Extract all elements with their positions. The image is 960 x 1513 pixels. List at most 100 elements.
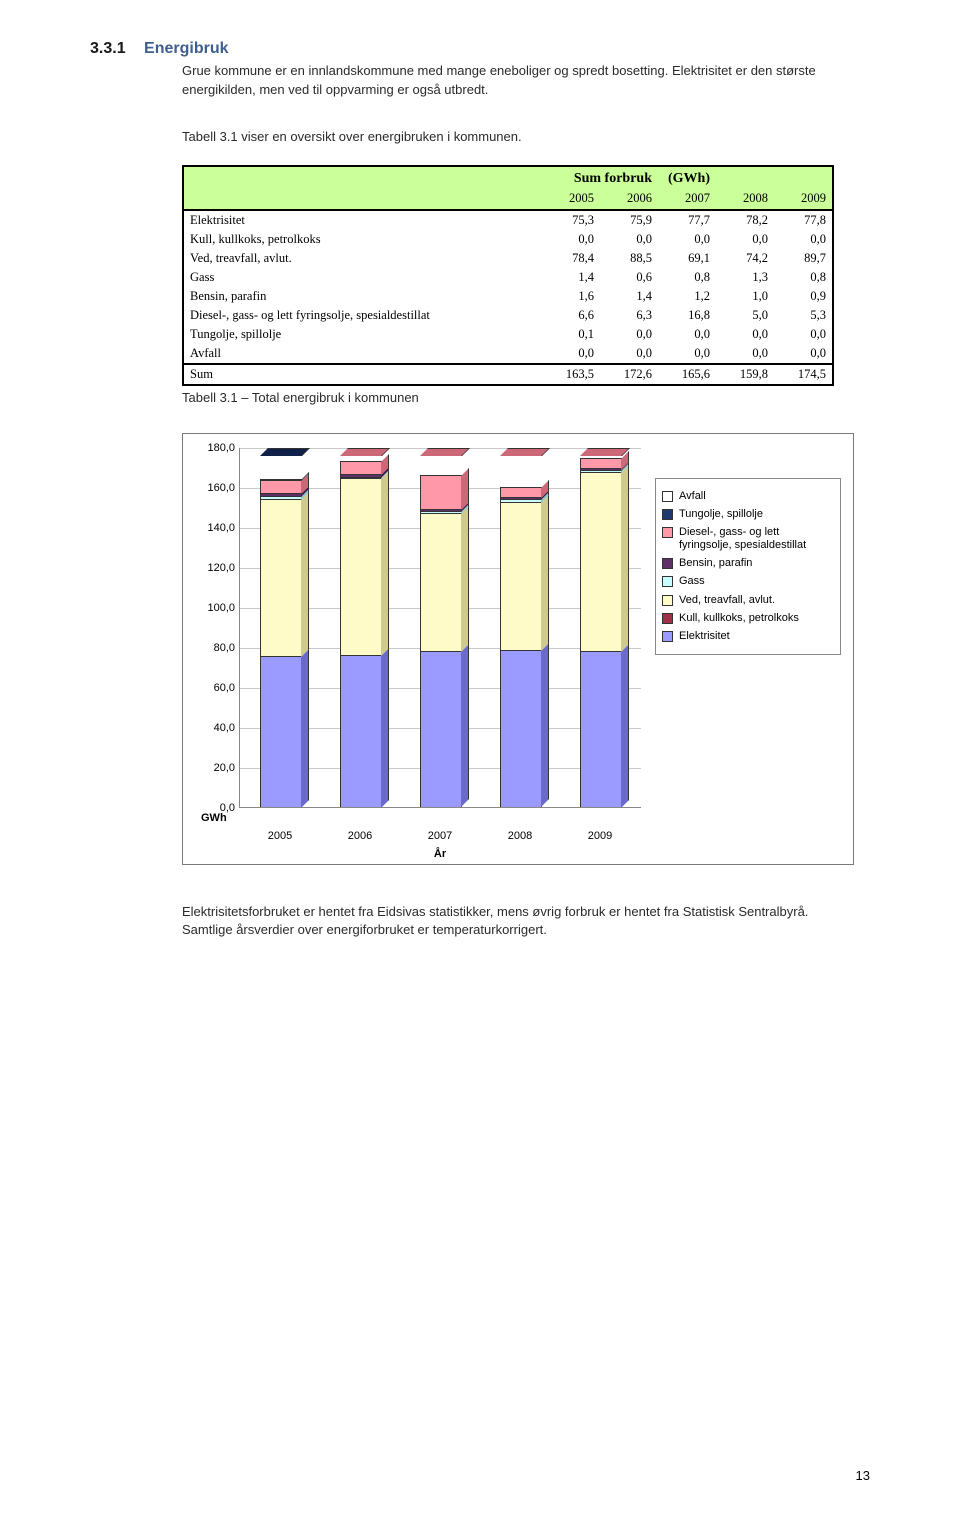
table-row: Ved, treavfall, avlut.78,488,569,174,289… <box>184 249 832 268</box>
chart-bar-segment <box>340 655 382 807</box>
cell-value: 0,8 <box>774 268 832 287</box>
chart-ytick: 80,0 <box>195 642 235 654</box>
cell-value: 1,6 <box>542 287 600 306</box>
cell-value: 0,0 <box>716 230 774 249</box>
table-row: Gass1,40,60,81,30,8 <box>184 268 832 287</box>
cell-value: 0,0 <box>542 230 600 249</box>
legend-item: Avfall <box>662 490 834 503</box>
legend-swatch <box>662 491 673 502</box>
chart-bar-segment <box>420 513 462 651</box>
table-title-row: Sum forbruk (GWh) <box>184 167 832 189</box>
cell-value: 69,1 <box>658 249 716 268</box>
chart-xlabel: 2006 <box>330 830 390 842</box>
chart-bar-top <box>260 448 310 456</box>
intro-paragraph-1: Grue kommune er en innlandskommune med m… <box>182 62 822 100</box>
chart-y-axis-label: GWh <box>201 812 227 824</box>
cell-value: 0,0 <box>774 230 832 249</box>
row-label: Kull, kullkoks, petrolkoks <box>184 230 542 249</box>
legend-swatch <box>662 527 673 538</box>
page-number: 13 <box>856 1468 870 1483</box>
table-title-left: Sum forbruk <box>542 167 658 189</box>
chart-bar-segment <box>420 475 462 509</box>
cell-value: 0,0 <box>600 230 658 249</box>
chart-bar-segment <box>340 461 382 474</box>
cell-value: 77,8 <box>774 210 832 230</box>
chart-bar-segment <box>500 499 542 502</box>
legend-item: Ved, treavfall, avlut. <box>662 594 834 607</box>
chart-bar-top <box>580 448 630 456</box>
legend-item: Gass <box>662 575 834 588</box>
year-col: 2007 <box>658 189 716 210</box>
chart-bar-segment <box>260 480 302 493</box>
cell-value: 0,0 <box>774 325 832 344</box>
cell-value: 5,0 <box>716 306 774 325</box>
cell-value: 1,3 <box>716 268 774 287</box>
legend-item: Diesel-, gass- og lett fyringsolje, spes… <box>662 526 834 552</box>
chart-bar-segment <box>260 496 302 499</box>
chart-bar-segment <box>260 493 302 496</box>
sum-value: 163,5 <box>542 364 600 384</box>
row-label: Bensin, parafin <box>184 287 542 306</box>
cell-value: 0,0 <box>600 344 658 364</box>
energy-table: Sum forbruk (GWh) 2005 2006 2007 2008 20… <box>182 165 834 386</box>
chart-bar-segment <box>580 458 622 469</box>
section-title: Energibruk <box>144 40 228 57</box>
legend-label: Ved, treavfall, avlut. <box>679 594 775 607</box>
chart-ytick: 20,0 <box>195 762 235 774</box>
year-col: 2005 <box>542 189 600 210</box>
chart-xlabel: 2007 <box>410 830 470 842</box>
chart-bar-segment <box>580 472 622 651</box>
chart-bar-top <box>500 448 550 456</box>
sum-value: 159,8 <box>716 364 774 384</box>
legend-item: Bensin, parafin <box>662 557 834 570</box>
cell-value: 1,4 <box>600 287 658 306</box>
chart-legend: Avfall Tungolje, spillolje Diesel-, gass- … <box>655 478 841 656</box>
chart-ytick: 160,0 <box>195 482 235 494</box>
cell-value: 0,8 <box>658 268 716 287</box>
legend-swatch <box>662 613 673 624</box>
year-col: 2006 <box>600 189 658 210</box>
legend-label: Tungolje, spillolje <box>679 508 763 521</box>
chart-bar-segment <box>500 487 542 497</box>
chart-bar-segment <box>420 509 462 511</box>
chart-ytick: 180,0 <box>195 442 235 454</box>
chart-bar-segment <box>500 650 542 806</box>
legend-label: Bensin, parafin <box>679 557 752 570</box>
chart-plot-area <box>239 448 641 808</box>
chart-xlabel: 2008 <box>490 830 550 842</box>
legend-label: Gass <box>679 575 705 588</box>
table-row: Avfall0,00,00,00,00,0 <box>184 344 832 364</box>
chart-ytick: 100,0 <box>195 602 235 614</box>
table-year-row: 2005 2006 2007 2008 2009 <box>184 189 832 210</box>
legend-swatch <box>662 576 673 587</box>
row-label: Ved, treavfall, avlut. <box>184 249 542 268</box>
cell-value: 0,0 <box>542 344 600 364</box>
cell-value: 1,2 <box>658 287 716 306</box>
cell-value: 89,7 <box>774 249 832 268</box>
chart-xlabel: 2009 <box>570 830 630 842</box>
chart-ytick: 60,0 <box>195 682 235 694</box>
chart-bar-segment <box>340 477 382 478</box>
section-heading: 3.3.1 Energibruk <box>90 40 870 58</box>
cell-value: 75,3 <box>542 210 600 230</box>
chart-bar-segment <box>500 502 542 650</box>
cell-value: 75,9 <box>600 210 658 230</box>
chart-bar-segment <box>500 497 542 499</box>
chart-bar-top <box>420 448 470 456</box>
chart-bar-top <box>340 448 390 456</box>
cell-value: 0,0 <box>716 325 774 344</box>
table-row: Bensin, parafin1,61,41,21,00,9 <box>184 287 832 306</box>
chart-bar-segment <box>580 468 622 470</box>
year-col: 2009 <box>774 189 832 210</box>
cell-value: 6,6 <box>542 306 600 325</box>
chart-bar-segment <box>340 474 382 477</box>
table-row: Kull, kullkoks, petrolkoks0,00,00,00,00,… <box>184 230 832 249</box>
cell-value: 0,6 <box>600 268 658 287</box>
sum-value: 172,6 <box>600 364 658 384</box>
cell-value: 77,7 <box>658 210 716 230</box>
table-sum-row: Sum163,5172,6165,6159,8174,5 <box>184 364 832 384</box>
legend-item: Tungolje, spillolje <box>662 508 834 521</box>
cell-value: 16,8 <box>658 306 716 325</box>
row-label: Diesel-, gass- og lett fyringsolje, spes… <box>184 306 542 325</box>
legend-item: Kull, kullkoks, petrolkoks <box>662 612 834 625</box>
